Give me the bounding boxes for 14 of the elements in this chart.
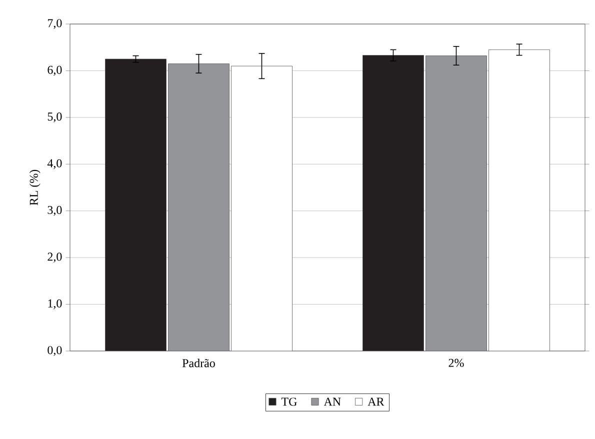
y-tick-label: 7,0	[48, 19, 62, 29]
legend-label: TG	[281, 398, 297, 406]
x-tick-label: 2%	[448, 358, 464, 367]
y-tick-label: 2,0	[48, 252, 62, 262]
y-tick-label: 6,0	[48, 66, 62, 76]
legend-label: AR	[368, 398, 384, 406]
y-tick-label: 5,0	[48, 112, 62, 122]
y-tick-label: 4,0	[47, 159, 62, 170]
y-axis-title: RL (%)	[29, 170, 40, 206]
y-tick-label: 3,0	[48, 206, 62, 216]
x-tick-label: Padrão	[182, 358, 215, 368]
y-tick-label: 0,0	[48, 346, 62, 356]
legend-label: AN	[324, 398, 341, 406]
y-tick-label: 1,0	[48, 299, 62, 310]
